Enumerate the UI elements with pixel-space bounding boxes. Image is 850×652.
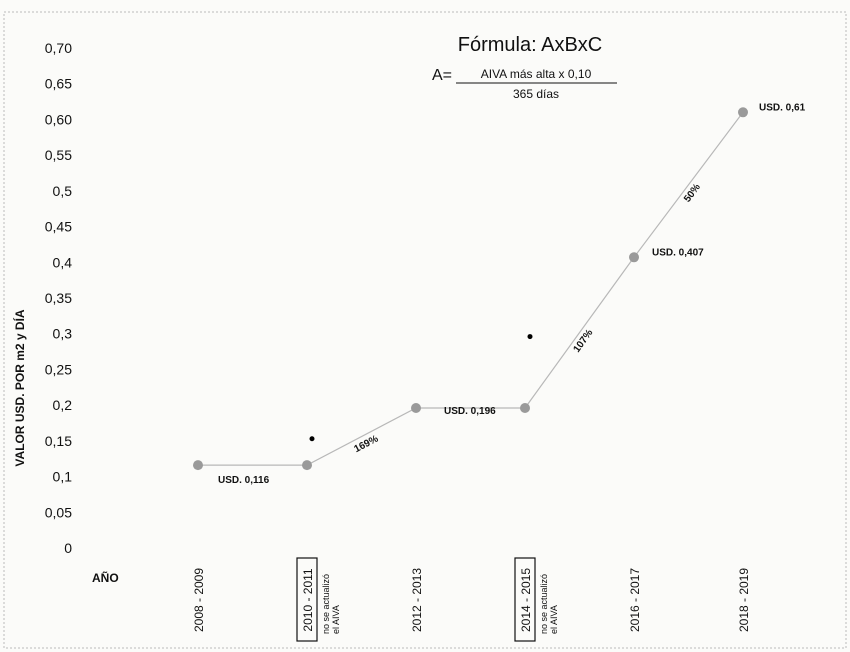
y-tick-label: 0,25: [45, 361, 72, 377]
data-point: [738, 107, 748, 118]
x-tick-label: 2016 - 2017: [628, 568, 642, 632]
data-point: [520, 403, 530, 413]
data-label: USD. 0,61: [759, 102, 806, 113]
y-tick-label: 0,1: [53, 469, 73, 485]
data-point: [629, 252, 639, 263]
y-tick-label: 0,60: [45, 111, 72, 127]
marker-dot: [309, 436, 315, 442]
growth-label: 169%: [352, 433, 380, 455]
y-tick-label: 0,35: [45, 290, 72, 306]
category-note: no se actualizó: [321, 574, 331, 634]
x-tick-label: 2008 - 2009: [192, 568, 206, 632]
x-axis-label: AÑO: [92, 570, 119, 585]
y-tick-label: 0: [64, 540, 72, 556]
marker-dot: [527, 334, 533, 340]
y-tick-label: 0,4: [53, 254, 73, 270]
category-note: el AIVA: [331, 605, 341, 634]
category-note: no se actualizó: [539, 574, 549, 634]
data-label: USD. 0,407: [652, 247, 704, 258]
y-tick-label: 0,15: [45, 433, 72, 449]
y-axis-label: VALOR USD. POR m2 y DÍA: [12, 309, 27, 466]
y-tick-label: 0,70: [45, 40, 72, 56]
y-tick-label: 0,5: [53, 183, 73, 199]
x-tick-label: 2014 - 2015: [519, 568, 533, 632]
y-tick-label: 0,05: [45, 504, 72, 520]
data-point: [193, 460, 203, 471]
data-label: USD. 0,116: [218, 475, 270, 486]
chart-title: Fórmula: AxBxC: [458, 34, 602, 56]
data-point: [302, 460, 312, 471]
category-note: el AIVA: [549, 605, 559, 634]
y-tick-label: 0,45: [45, 219, 72, 235]
formula-prefix: A=: [432, 67, 452, 84]
x-tick-label: 2010 - 2011: [301, 568, 315, 631]
y-tick-label: 0,65: [45, 76, 72, 92]
x-tick-label: 2018 - 2019: [737, 568, 751, 632]
data-label: USD. 0,196: [444, 406, 496, 417]
data-point: [411, 403, 421, 413]
chart-frame: [3, 11, 847, 649]
x-tick-label: 2012 - 2013: [410, 568, 424, 632]
growth-label: 50%: [682, 182, 703, 205]
formula-denominator: 365 días: [513, 87, 559, 101]
series-line: [198, 111, 744, 466]
formula-numerator: AIVA más alta x 0,10: [481, 67, 592, 81]
y-tick-label: 0,55: [45, 147, 72, 163]
y-tick-label: 0,2: [53, 397, 73, 413]
category-box: [514, 557, 536, 642]
y-tick-label: 0,3: [53, 326, 73, 342]
growth-label: 107%: [572, 328, 596, 355]
category-box: [296, 557, 318, 642]
